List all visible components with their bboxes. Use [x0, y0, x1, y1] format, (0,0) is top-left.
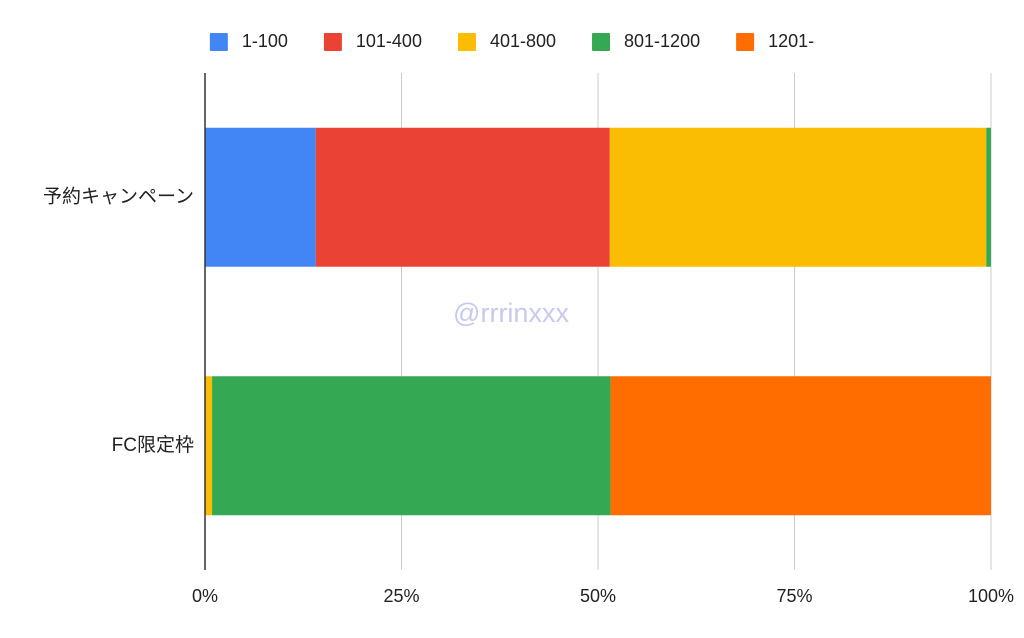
legend-label-3: 401-800: [490, 31, 556, 51]
bar-segment-2-5: [610, 376, 991, 516]
legend-label-1: 1-100: [242, 31, 288, 51]
axes: 予約キャンペーン FC限定枠 0% 25% 50% 75% 100%: [43, 73, 1014, 606]
legend-label-5: 1201-: [768, 31, 814, 51]
bar-segment-1-2: [315, 127, 610, 267]
category-label-2: FC限定枠: [112, 434, 194, 456]
legend: 1-100 101-400 401-800 801-1200 1201-: [209, 31, 814, 51]
watermark: @rrrinxxx: [453, 298, 569, 328]
watermark-text: @rrrinxxx: [453, 298, 569, 328]
bars: [205, 127, 991, 516]
legend-label-4: 801-1200: [624, 31, 700, 51]
bar-segment-1-1: [205, 127, 316, 267]
bar-segment-1-3: [609, 127, 987, 267]
legend-swatch-2: [323, 33, 342, 51]
bar-segment-2-4: [212, 376, 611, 516]
legend-swatch-1: [209, 33, 228, 51]
bar-segment-1-4: [986, 127, 991, 267]
legend-label-2: 101-400: [356, 31, 422, 51]
x-tick-label-2: 25%: [383, 586, 419, 606]
category-label-1: 予約キャンペーン: [43, 185, 194, 207]
legend-swatch-3: [457, 33, 476, 51]
x-tick-label-3: 50%: [580, 586, 616, 606]
x-tick-label-5: 100%: [968, 586, 1014, 606]
legend-swatch-4: [592, 33, 611, 51]
legend-swatch-5: [736, 33, 755, 51]
bar-segment-2-3: [205, 376, 213, 516]
x-tick-label-1: 0%: [192, 586, 218, 606]
x-tick-label-4: 75%: [776, 586, 812, 606]
